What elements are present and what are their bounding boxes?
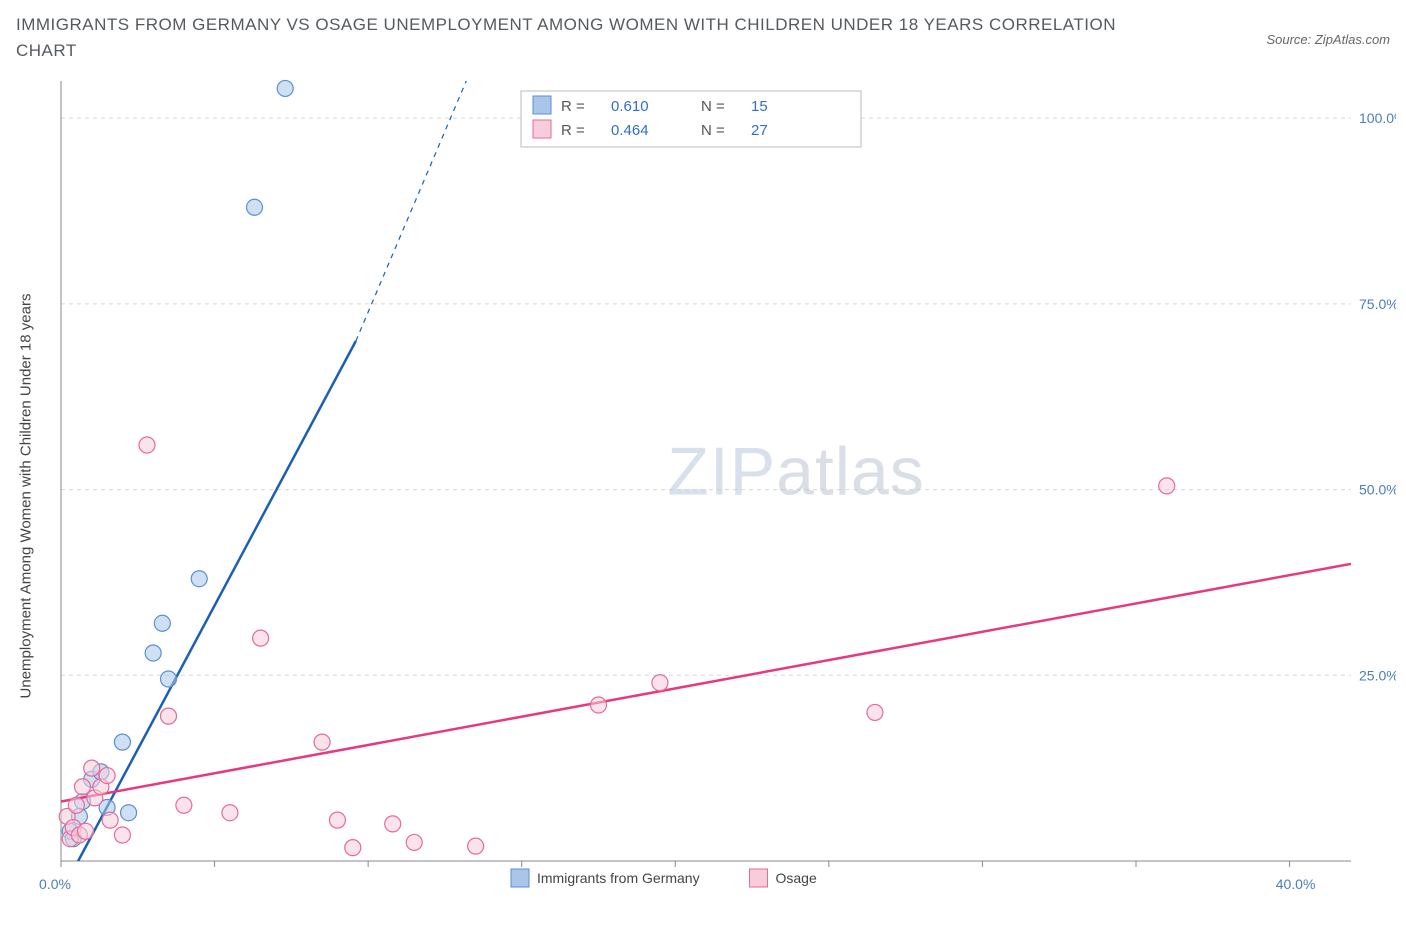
svg-text:0.0%: 0.0%	[39, 876, 71, 892]
legend-text: R =	[561, 122, 585, 139]
y-tick-label: 50.0%	[1359, 482, 1396, 498]
data-point	[114, 827, 130, 843]
legend-swatch	[511, 869, 529, 887]
data-point	[145, 645, 161, 661]
legend-swatch	[533, 120, 551, 138]
legend-text: 27	[751, 122, 768, 139]
data-point	[68, 797, 84, 813]
trend-line	[70, 341, 356, 876]
data-point	[314, 734, 330, 750]
legend-text: N =	[701, 98, 725, 115]
legend-label: Immigrants from Germany	[537, 870, 700, 886]
data-point	[867, 704, 883, 720]
data-point	[176, 797, 192, 813]
svg-text:40.0%: 40.0%	[1276, 876, 1316, 892]
data-point	[591, 697, 607, 713]
legend-text: N =	[701, 122, 725, 139]
data-point	[222, 805, 238, 821]
data-point	[84, 760, 100, 776]
data-point	[161, 671, 177, 687]
header-row: IMMIGRANTS FROM GERMANY VS OSAGE UNEMPLO…	[16, 12, 1390, 63]
legend-swatch	[750, 869, 768, 887]
legend-text: 15	[751, 98, 768, 115]
legend-swatch	[533, 96, 551, 114]
data-point	[329, 812, 345, 828]
data-point	[161, 708, 177, 724]
data-point	[78, 823, 94, 839]
legend-label: Osage	[776, 870, 817, 886]
chart-title: IMMIGRANTS FROM GERMANY VS OSAGE UNEMPLO…	[16, 12, 1116, 63]
watermark: ZIPatlas	[667, 433, 924, 509]
data-point	[139, 437, 155, 453]
trend-line	[61, 564, 1351, 802]
data-point	[75, 779, 91, 795]
data-point	[277, 80, 293, 96]
trend-line-extrapolated	[356, 71, 473, 341]
y-tick-label: 75.0%	[1359, 296, 1396, 312]
legend-text: R =	[561, 98, 585, 115]
data-point	[345, 840, 361, 856]
data-point	[191, 571, 207, 587]
data-point	[1159, 478, 1175, 494]
y-tick-label: 100.0%	[1359, 110, 1396, 126]
data-point	[154, 615, 170, 631]
data-point	[385, 816, 401, 832]
data-point	[468, 838, 484, 854]
data-point	[102, 812, 118, 828]
data-point	[114, 734, 130, 750]
source-label: Source: ZipAtlas.com	[1266, 12, 1390, 47]
legend-text: 0.610	[611, 98, 649, 115]
y-axis-label: Unemployment Among Women with Children U…	[18, 294, 35, 699]
data-point	[247, 199, 263, 215]
data-point	[406, 834, 422, 850]
scatter-chart: 25.0% 50.0% 75.0% 100.0% 0.0% 40.0% ZIPatlas R …	[16, 71, 1396, 921]
data-point	[121, 805, 137, 821]
data-point	[253, 630, 269, 646]
legend-text: 0.464	[611, 122, 649, 139]
chart-container: Unemployment Among Women with Children U…	[16, 71, 1390, 921]
data-point	[99, 768, 115, 784]
y-tick-label: 25.0%	[1359, 667, 1396, 683]
data-point	[652, 675, 668, 691]
